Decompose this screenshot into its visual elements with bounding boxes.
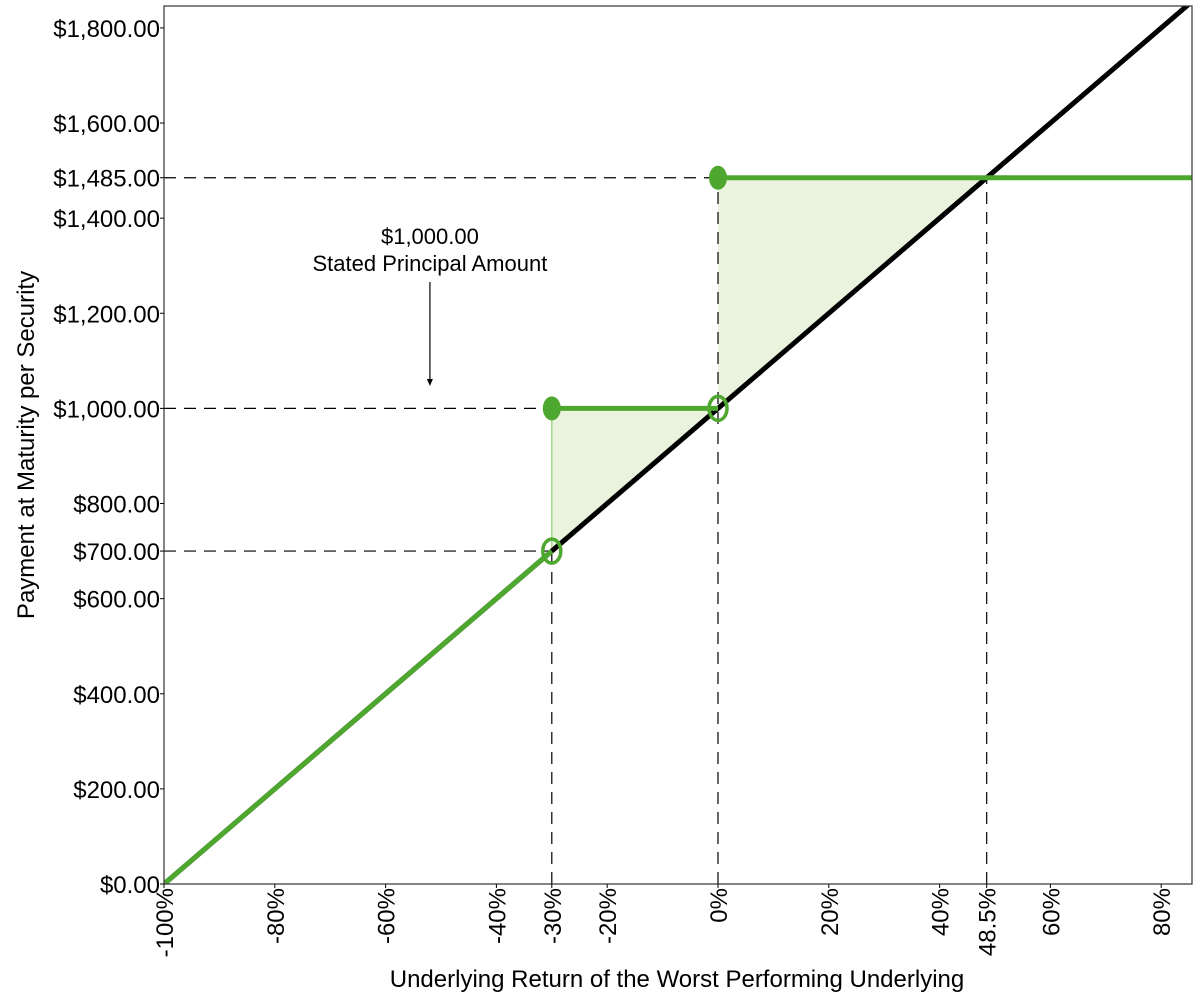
x-tick-label: 60% [1038, 888, 1065, 936]
x-tick-label: 48.5% [975, 888, 1002, 956]
x-tick-label: -80% [263, 888, 290, 944]
marker-filled [709, 165, 727, 190]
marker-open [541, 537, 563, 565]
payoff-segment [164, 549, 554, 884]
plot-area [164, 6, 1192, 884]
x-tick-label: -40% [484, 888, 511, 944]
annotation-label: Stated Principal Amount [313, 251, 548, 276]
y-tick-label: $600.00 [73, 587, 160, 614]
y-tick-label: $700.00 [73, 539, 160, 566]
y-tick-label: $0.00 [100, 872, 160, 899]
y-tick-label: $400.00 [73, 682, 160, 709]
annotation-amount: $1,000.00 [381, 224, 479, 249]
marker-open [707, 394, 729, 423]
y-tick-label: $200.00 [73, 777, 160, 804]
y-tick-label: $800.00 [73, 492, 160, 519]
y-axis-label: Payment at Maturity per Security [13, 271, 40, 619]
x-tick-label: -30% [540, 888, 567, 944]
x-tick-label: 80% [1149, 888, 1176, 936]
annotation-arrow-head [426, 379, 433, 386]
marker-filled [542, 396, 561, 421]
y-tick-label: $1,600.00 [53, 111, 160, 138]
y-tick-label: $1,200.00 [53, 301, 160, 328]
x-tick-label: -100% [152, 888, 179, 957]
y-tick-label: $1,485.00 [53, 166, 160, 193]
plot-frame [163, 5, 1193, 885]
x-tick-label: -60% [374, 888, 401, 944]
shaded-region [551, 408, 718, 552]
x-axis-label: Underlying Return of the Worst Performin… [390, 966, 964, 993]
x-tick-label: -20% [595, 888, 622, 944]
y-tick-label: $1,800.00 [53, 16, 160, 43]
y-tick-label: $1,000.00 [53, 396, 160, 423]
x-tick-label: 0% [706, 888, 733, 923]
y-tick-label: $1,400.00 [53, 206, 160, 233]
x-tick-label: 40% [928, 888, 955, 936]
x-tick-label: 20% [817, 888, 844, 936]
